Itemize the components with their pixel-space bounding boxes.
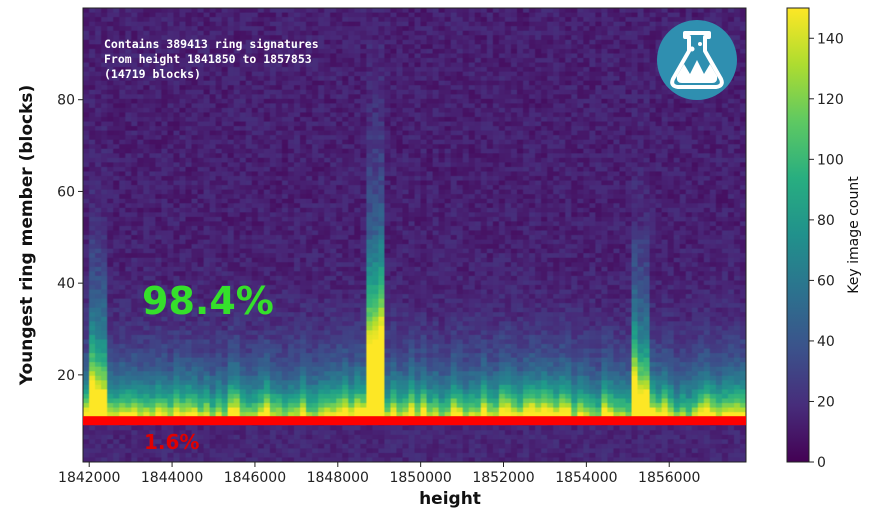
colorbar-tick-label: 20: [817, 394, 835, 410]
x-tick-label: 1844000: [141, 470, 203, 486]
colorbar-gradient: [786, 7, 810, 463]
colorbar-label: Key image count: [846, 176, 862, 294]
x-tick-label: 1854000: [555, 470, 617, 486]
colorbar-tick-label: 60: [817, 273, 835, 289]
x-axis-label: height: [419, 489, 481, 509]
x-tick-label: 1848000: [307, 470, 369, 486]
annotation-line-1: Contains 389413 ring signatures: [104, 37, 319, 51]
y-axis: 20 40 60 80: [57, 93, 83, 384]
flask-logo-icon: [657, 20, 737, 100]
annotation-line-3: (14719 blocks): [104, 67, 201, 81]
x-tick-label: 1852000: [472, 470, 534, 486]
colorbar-tick-label: 140: [817, 31, 844, 47]
colorbar: 0 20 40 60 80 100 120 140 Key image count: [786, 7, 862, 471]
colorbar-tick-label: 80: [817, 213, 835, 229]
heatmap-image: [83, 8, 746, 462]
plot-frame: [82, 7, 747, 463]
y-tick-label: 20: [57, 368, 75, 384]
colorbar-ticks: 0 20 40 60 80 100 120 140: [809, 31, 844, 471]
y-tick-label: 60: [57, 184, 75, 200]
plot-area: [82, 7, 747, 463]
colorbar-tick-label: 0: [817, 455, 826, 471]
colorbar-tick-label: 100: [817, 152, 844, 168]
colorbar-tick-label: 40: [817, 334, 835, 350]
x-tick-label: 1856000: [638, 470, 700, 486]
x-tick-label: 1846000: [224, 470, 286, 486]
x-tick-label: 1850000: [389, 470, 451, 486]
x-tick-label: 1842000: [58, 470, 120, 486]
y-tick-label: 80: [57, 93, 75, 109]
percent-above-label: 98.4%: [142, 279, 274, 323]
y-axis-label: Youngest ring member (blocks): [17, 85, 37, 387]
annotation-line-2: From height 1841850 to 1857853: [104, 52, 312, 66]
annotation-text: Contains 389413 ring signatures From hei…: [104, 37, 319, 81]
threshold-line: [83, 416, 746, 426]
colorbar-tick-label: 120: [817, 92, 844, 108]
percent-below-label: 1.6%: [144, 430, 199, 454]
x-axis: 1842000 1844000 1846000 1848000 1850000 18520…: [58, 462, 700, 486]
y-tick-label: 40: [57, 276, 75, 292]
